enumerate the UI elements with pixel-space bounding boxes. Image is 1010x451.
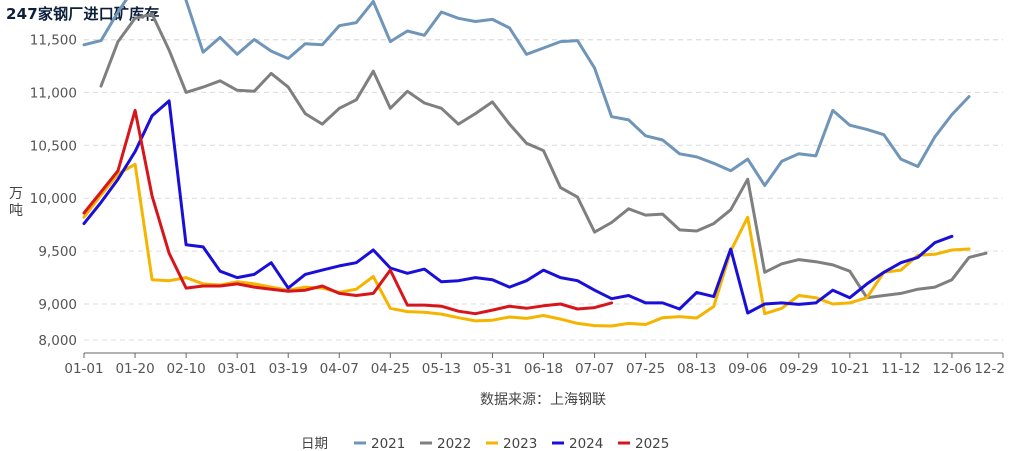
x-tick-label: 04-07 — [320, 361, 359, 377]
x-tick-label: 04-25 — [371, 361, 410, 377]
legend-label-2023: 2023 — [503, 436, 537, 451]
x-axis-title: 数据来源：上海钢联 — [480, 392, 606, 408]
y-tick-label: 10,000 — [30, 191, 77, 207]
x-tick-label: 07-25 — [626, 361, 665, 377]
x-tick-label: 11-12 — [881, 361, 920, 377]
x-tick-label: 09-29 — [779, 361, 818, 377]
x-tick-label: 10-21 — [830, 361, 869, 377]
y-tick-label: 11,500 — [30, 33, 77, 49]
x-tick-label: 01-01 — [64, 361, 103, 377]
y-tick-label: 11,000 — [30, 85, 77, 101]
x-tick-label: 12-2 — [974, 361, 1005, 377]
y-tick-label: 9,500 — [38, 244, 77, 260]
x-tick-label: 05-31 — [473, 361, 512, 377]
x-tick-label: 07-07 — [575, 361, 614, 377]
series-lines — [82, 0, 988, 328]
x-tick-label: 03-01 — [218, 361, 257, 377]
legend-label-2022: 2022 — [437, 436, 471, 451]
series-line-2025 — [82, 108, 614, 316]
x-tick-label: 12-06 — [932, 361, 971, 377]
x-axis-ticks: 01-01 01-20 02-10 03-01 03-19 04-07 04-25 05-13… — [64, 353, 1005, 377]
series-line-2022 — [99, 12, 988, 300]
series-line-2024 — [82, 99, 954, 315]
x-tick-label: 08-13 — [677, 361, 716, 377]
legend-label-2025: 2025 — [635, 436, 669, 451]
legend-label-2024: 2024 — [569, 436, 603, 451]
x-tick-label: 02-10 — [166, 361, 205, 377]
series-line-2021 — [82, 0, 971, 187]
y-axis-title: 万吨 — [9, 186, 23, 219]
x-tick-label: 06-18 — [524, 361, 563, 377]
legend: 日期 2021 2022 2023 2024 2025 — [301, 436, 669, 451]
x-tick-label: 09-06 — [728, 361, 767, 377]
y-tick-label: 10,500 — [30, 138, 77, 154]
x-tick-label: 05-13 — [422, 361, 461, 377]
series-line-2023 — [82, 162, 971, 328]
grid-lines — [84, 39, 1003, 341]
x-tick-label: 01-20 — [115, 361, 154, 377]
legend-title: 日期 — [301, 436, 328, 451]
y-tick-label: 9,000 — [38, 297, 77, 313]
y-axis-ticks: 8,0009,0009,50010,00010,50011,00011,5001… — [30, 33, 77, 350]
x-tick-label: 03-19 — [269, 361, 308, 377]
legend-label-2021: 2021 — [371, 436, 405, 451]
y-tick-label: 8,000 — [38, 333, 77, 349]
